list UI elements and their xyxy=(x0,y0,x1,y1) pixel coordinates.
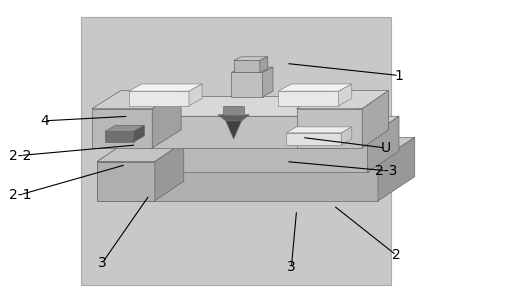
Polygon shape xyxy=(278,91,339,106)
Polygon shape xyxy=(362,91,388,148)
Text: 2-3: 2-3 xyxy=(375,164,397,178)
Polygon shape xyxy=(92,109,152,148)
Polygon shape xyxy=(262,67,273,97)
Polygon shape xyxy=(339,84,352,106)
Polygon shape xyxy=(92,91,181,109)
Polygon shape xyxy=(123,116,399,137)
Polygon shape xyxy=(134,125,144,142)
Polygon shape xyxy=(297,109,362,148)
Polygon shape xyxy=(97,137,415,162)
Polygon shape xyxy=(105,125,144,131)
Text: 1: 1 xyxy=(395,69,403,82)
Polygon shape xyxy=(278,84,352,91)
Polygon shape xyxy=(97,162,378,201)
Text: 4: 4 xyxy=(40,114,49,128)
Polygon shape xyxy=(234,57,268,60)
Polygon shape xyxy=(286,127,352,133)
Polygon shape xyxy=(218,115,249,121)
Polygon shape xyxy=(223,106,244,115)
Polygon shape xyxy=(368,116,399,172)
Polygon shape xyxy=(341,127,352,145)
Polygon shape xyxy=(234,60,260,72)
Polygon shape xyxy=(286,133,341,145)
Polygon shape xyxy=(97,162,155,201)
Polygon shape xyxy=(142,116,346,148)
Polygon shape xyxy=(123,137,368,172)
Text: U: U xyxy=(381,141,391,155)
Polygon shape xyxy=(260,57,268,72)
Bar xyxy=(81,17,391,285)
Polygon shape xyxy=(155,142,184,201)
Polygon shape xyxy=(231,67,273,72)
Polygon shape xyxy=(97,142,184,162)
Polygon shape xyxy=(129,91,189,106)
Polygon shape xyxy=(129,84,202,91)
Text: 2: 2 xyxy=(392,248,401,262)
Polygon shape xyxy=(152,91,181,148)
Polygon shape xyxy=(189,84,202,106)
Polygon shape xyxy=(346,97,375,148)
Text: 3: 3 xyxy=(98,256,107,270)
Text: 3: 3 xyxy=(287,260,296,274)
Polygon shape xyxy=(378,137,415,201)
Text: 2-2: 2-2 xyxy=(9,149,31,162)
Text: 2-1: 2-1 xyxy=(9,188,31,202)
Polygon shape xyxy=(105,131,134,142)
Polygon shape xyxy=(226,121,242,139)
Polygon shape xyxy=(142,97,375,116)
Polygon shape xyxy=(231,72,262,97)
Polygon shape xyxy=(297,91,388,109)
